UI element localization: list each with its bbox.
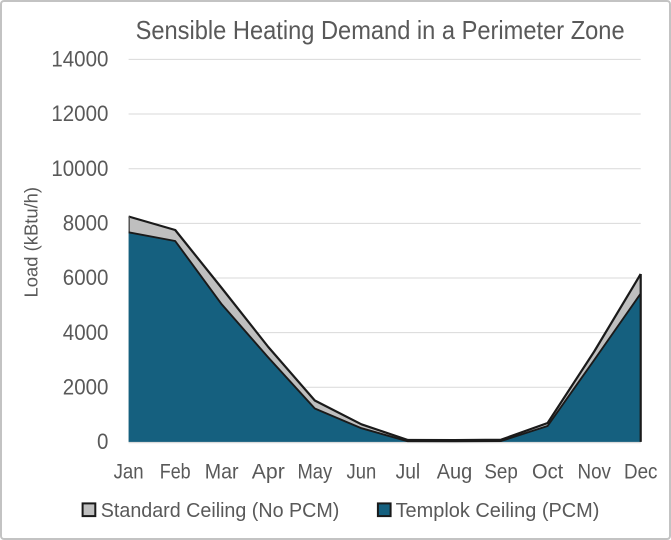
svg-text:Oct: Oct bbox=[532, 460, 563, 484]
svg-text:May: May bbox=[297, 460, 332, 484]
svg-text:2000: 2000 bbox=[63, 375, 109, 400]
svg-text:6000: 6000 bbox=[63, 265, 109, 290]
svg-text:Jul: Jul bbox=[396, 460, 421, 484]
svg-text:Feb: Feb bbox=[160, 460, 191, 484]
svg-text:Load (kBtu/h): Load (kBtu/h) bbox=[22, 187, 42, 298]
svg-text:Mar: Mar bbox=[205, 460, 239, 484]
svg-text:8000: 8000 bbox=[63, 211, 109, 236]
svg-text:Sensible Heating Demand in a P: Sensible Heating Demand in a Perimeter Z… bbox=[136, 17, 625, 45]
svg-text:4000: 4000 bbox=[63, 320, 109, 345]
svg-text:Templok Ceiling (PCM): Templok Ceiling (PCM) bbox=[396, 500, 600, 522]
svg-text:Jun: Jun bbox=[347, 460, 377, 484]
svg-text:Dec: Dec bbox=[624, 460, 658, 484]
svg-text:Sep: Sep bbox=[484, 460, 517, 484]
svg-text:Apr: Apr bbox=[252, 460, 285, 484]
svg-text:0: 0 bbox=[97, 429, 108, 454]
svg-text:12000: 12000 bbox=[51, 101, 108, 126]
svg-text:Nov: Nov bbox=[578, 460, 612, 484]
svg-text:Standard Ceiling (No PCM): Standard Ceiling (No PCM) bbox=[101, 500, 339, 522]
svg-text:10000: 10000 bbox=[51, 156, 108, 181]
svg-text:14000: 14000 bbox=[51, 47, 108, 72]
svg-text:Jan: Jan bbox=[114, 460, 144, 484]
svg-text:Aug: Aug bbox=[437, 460, 473, 484]
